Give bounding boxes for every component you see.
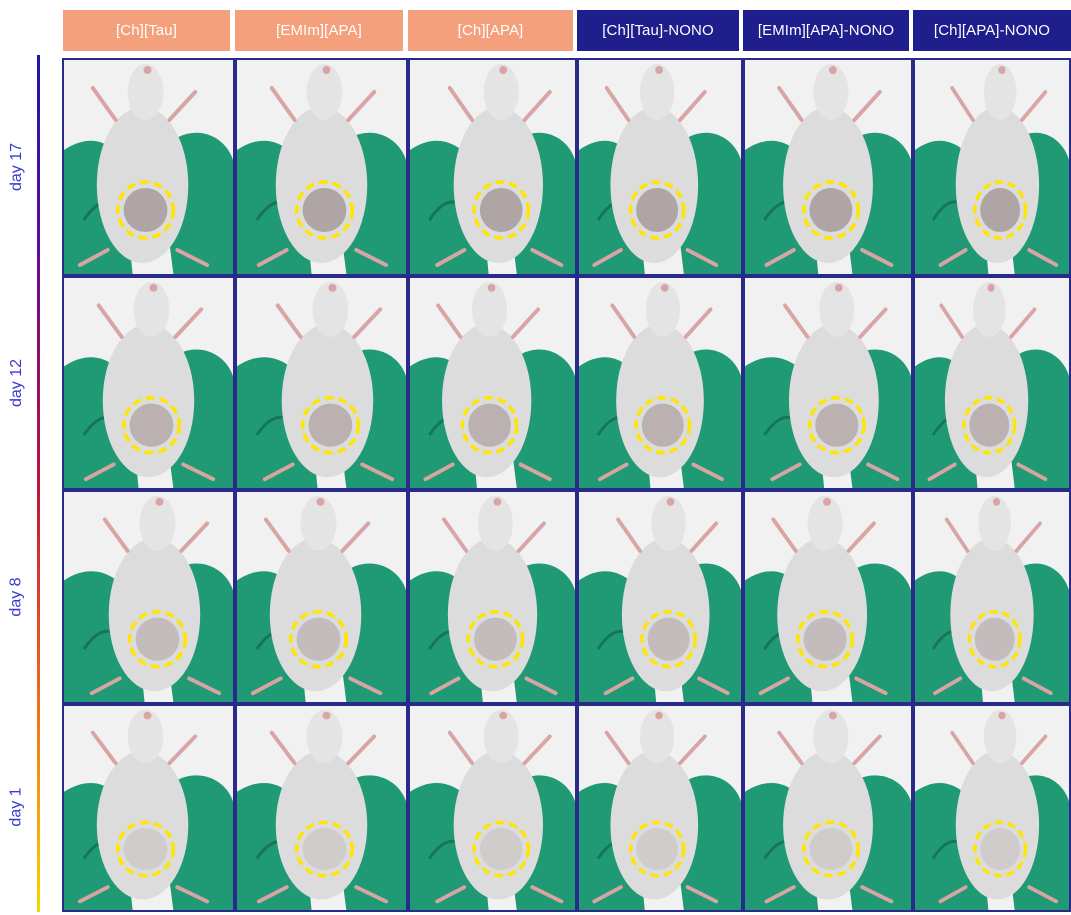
column-header-emim-apa-nono: [EMIm][APA]-NONO: [743, 10, 909, 51]
mouse-photo: [743, 490, 913, 704]
mouse-photo: [743, 58, 913, 276]
column-header-ch-apa: [Ch][APA]: [408, 10, 573, 51]
column-header-label: [EMIm][APA]: [276, 22, 362, 39]
mouse-photo: [62, 704, 235, 912]
photo-grid: [62, 58, 1071, 912]
column-header-label: [Ch][APA]: [457, 22, 524, 39]
column-header-label: [Ch][Tau]: [116, 22, 177, 39]
mouse-photo: [577, 276, 743, 490]
mouse-photo: [913, 704, 1071, 912]
mouse-photo: [577, 704, 743, 912]
mouse-photo: [235, 58, 408, 276]
mouse-photo: [743, 704, 913, 912]
column-header-label: [Ch][Tau]-NONO: [602, 22, 714, 39]
row-label-day-1: day 1: [8, 787, 26, 827]
mouse-photo: [913, 58, 1071, 276]
mouse-photo: [743, 276, 913, 490]
mouse-photo: [235, 276, 408, 490]
column-header-label: [EMIm][APA]-NONO: [757, 22, 895, 39]
column-header-ch-tau: [Ch][Tau]: [63, 10, 230, 51]
mouse-photo: [408, 276, 577, 490]
mouse-photo: [235, 704, 408, 912]
mouse-photo: [408, 58, 577, 276]
mouse-photo: [62, 276, 235, 490]
mouse-photo: [913, 276, 1071, 490]
column-header-ch-apa-nono: [Ch][APA]-NONO: [913, 10, 1071, 51]
timeline-gradient-bar: [37, 55, 40, 912]
mouse-photo: [408, 704, 577, 912]
column-header-label: [Ch][APA]-NONO: [933, 22, 1051, 39]
row-label-day-12: day 12: [8, 358, 26, 408]
row-label-day-8: day 8: [8, 577, 26, 617]
row-label-day-17: day 17: [8, 142, 26, 192]
column-header-emim-apa: [EMIm][APA]: [235, 10, 403, 51]
mouse-photo: [62, 58, 235, 276]
mouse-photo: [62, 490, 235, 704]
mouse-photo: [577, 58, 743, 276]
mouse-photo: [577, 490, 743, 704]
column-header-ch-tau-nono: [Ch][Tau]-NONO: [577, 10, 739, 51]
mouse-photo: [913, 490, 1071, 704]
mouse-photo: [408, 490, 577, 704]
mouse-photo: [235, 490, 408, 704]
